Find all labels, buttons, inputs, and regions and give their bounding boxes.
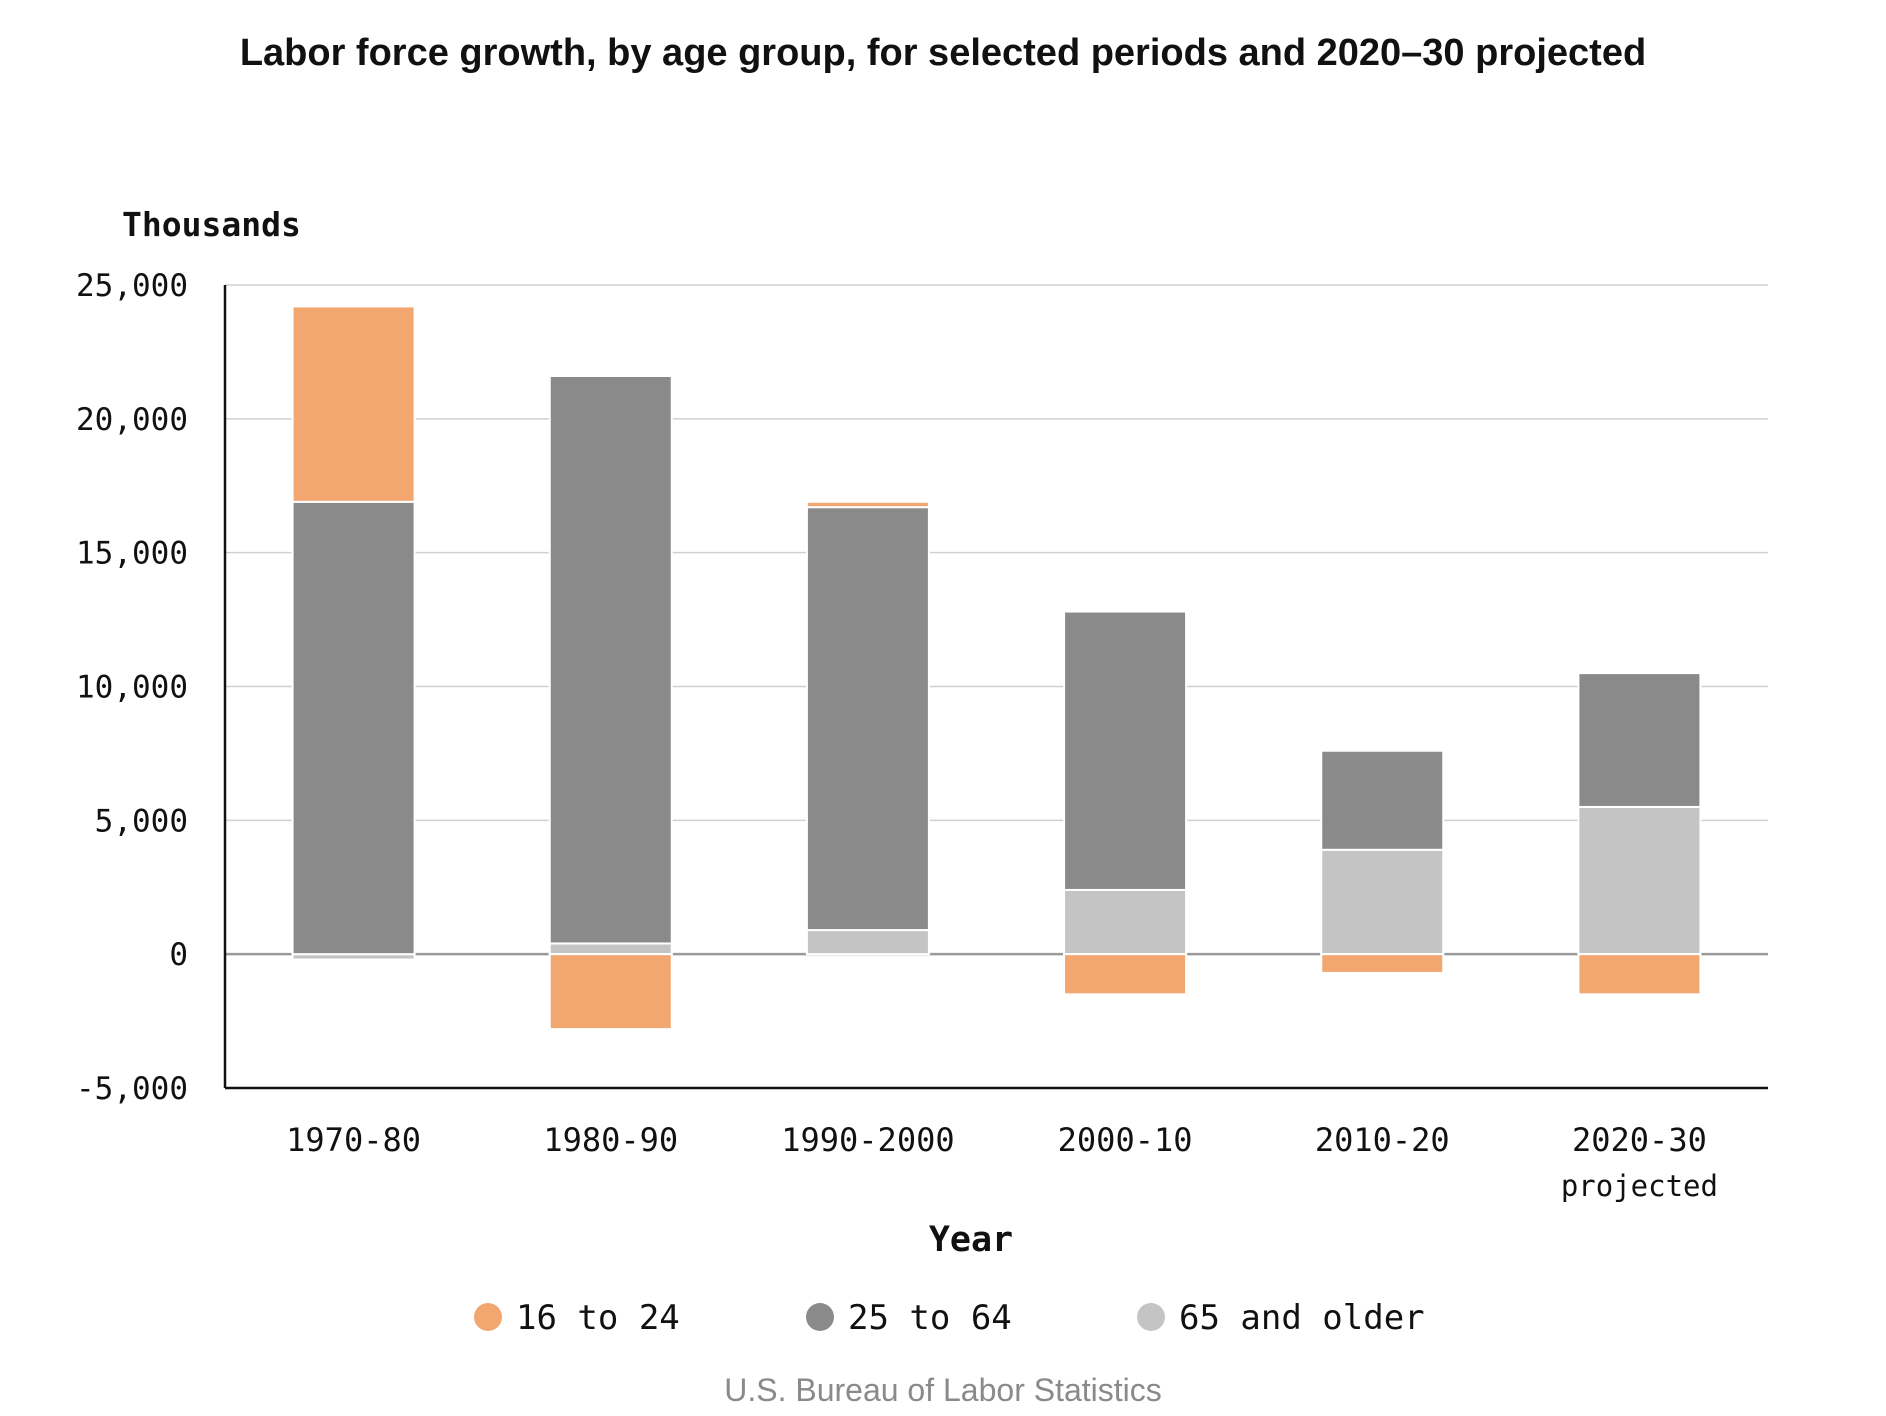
x-tick-label: 1990-2000 <box>781 1121 954 1159</box>
legend-label: 16 to 24 <box>516 1298 680 1338</box>
chart-title: Labor force growth, by age group, for se… <box>239 32 1647 74</box>
bar-segment <box>548 375 673 945</box>
bar-segment <box>1577 672 1702 808</box>
bar-segment <box>548 942 673 956</box>
axes <box>223 285 1768 1090</box>
y-tick-label: 20,000 <box>76 402 188 438</box>
bar-segment <box>548 953 673 1031</box>
x-axis-label: Year <box>929 1220 1013 1260</box>
source-credit: U.S. Bureau of Labor Statistics <box>724 1372 1162 1408</box>
gridlines <box>225 284 1768 956</box>
bar-segment <box>1577 805 1702 956</box>
bar-segment <box>805 500 930 509</box>
y-axis-label: Thousands <box>122 205 301 244</box>
bar-segment <box>1320 848 1445 956</box>
x-tick-labels: 1970-80 1980-90 1990-2000 2000-10 2010-20 202… <box>286 1121 1718 1203</box>
y-tick-label: -5,000 <box>76 1071 188 1107</box>
legend-label: 25 to 64 <box>848 1298 1012 1338</box>
legend-label: 65 and older <box>1179 1298 1425 1338</box>
legend-swatch-icon <box>474 1303 502 1331</box>
x-tick-label: 2000-10 <box>1058 1121 1193 1159</box>
bar-segment <box>1063 888 1188 956</box>
bar-segment <box>291 305 416 503</box>
x-tick-label: 1980-90 <box>543 1121 678 1159</box>
y-tick-label: 15,000 <box>76 536 188 572</box>
bar-segment <box>291 500 416 956</box>
y-tick-label: 5,000 <box>95 803 188 839</box>
y-tick-labels: 25,000 20,000 15,000 10,000 5,000 0 -5,000 <box>76 268 188 1107</box>
bars <box>291 305 1702 1031</box>
x-tick-label: 2020-30 <box>1572 1121 1707 1159</box>
y-tick-label: 10,000 <box>76 670 188 706</box>
bar-segment <box>1320 953 1445 974</box>
x-tick-label: 2010-20 <box>1315 1121 1450 1159</box>
bar-segment <box>805 929 930 956</box>
y-tick-label: 25,000 <box>76 268 188 304</box>
bar-segment <box>1063 610 1188 891</box>
bar-segment <box>1320 749 1445 851</box>
y-tick-label: 0 <box>169 937 188 973</box>
bar-segment <box>1063 953 1188 996</box>
x-tick-label: 1970-80 <box>286 1121 421 1159</box>
legend-swatch-icon <box>806 1303 834 1331</box>
legend: 16 to 24 25 to 64 65 and older <box>474 1298 1425 1338</box>
x-tick-label: projected <box>1561 1169 1718 1203</box>
bar-segment <box>1577 953 1702 996</box>
legend-swatch-icon <box>1137 1303 1165 1331</box>
bar-segment <box>805 506 930 932</box>
